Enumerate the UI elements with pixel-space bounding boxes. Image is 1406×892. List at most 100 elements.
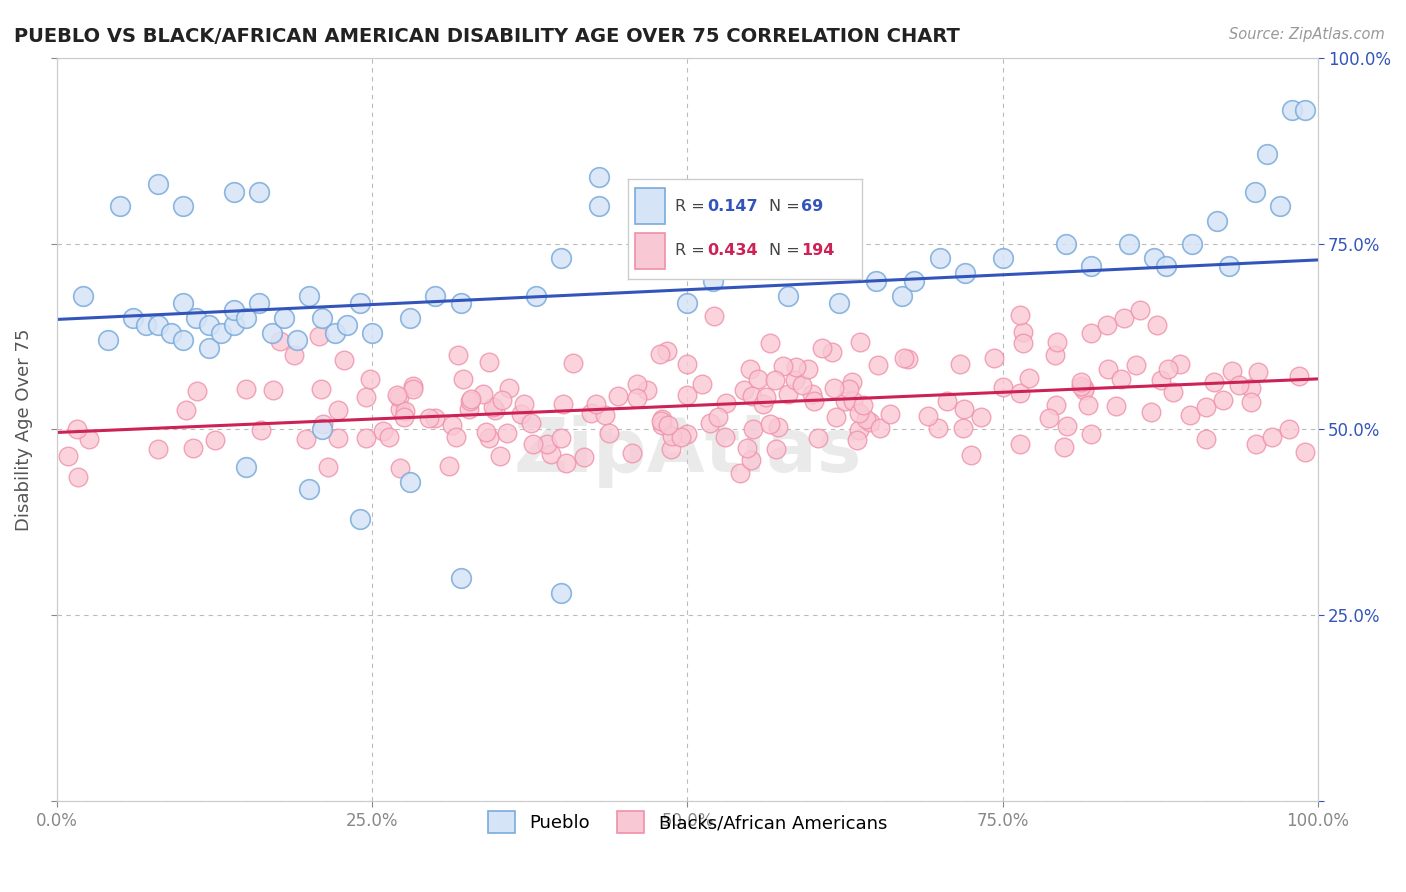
- Point: [1256, 147, 1278, 161]
- Point: [953, 266, 976, 280]
- Point: [702, 274, 724, 288]
- Point: [821, 345, 844, 359]
- Point: [759, 336, 782, 351]
- Point: [399, 310, 422, 325]
- Point: [1156, 259, 1178, 273]
- Bar: [636, 233, 665, 268]
- Point: [1277, 422, 1299, 436]
- Point: [235, 310, 257, 325]
- Point: [983, 351, 1005, 366]
- Point: [172, 199, 194, 213]
- Point: [655, 343, 678, 358]
- Point: [222, 303, 245, 318]
- Point: [648, 347, 671, 361]
- Point: [765, 442, 787, 456]
- Point: [356, 431, 378, 445]
- Point: [513, 396, 536, 410]
- Point: [763, 373, 786, 387]
- Point: [1125, 359, 1147, 373]
- Point: [389, 460, 412, 475]
- Point: [451, 372, 474, 386]
- Point: [838, 382, 860, 396]
- Point: [273, 310, 295, 325]
- Point: [56, 450, 79, 464]
- Point: [336, 318, 359, 333]
- Point: [588, 199, 610, 213]
- Point: [247, 296, 270, 310]
- Point: [783, 373, 806, 387]
- Point: [135, 318, 157, 333]
- Point: [148, 442, 170, 456]
- Point: [146, 318, 169, 333]
- Point: [555, 456, 578, 470]
- Point: [952, 402, 974, 417]
- Point: [110, 199, 132, 213]
- Point: [159, 326, 181, 340]
- Point: [72, 288, 94, 302]
- Point: [425, 288, 447, 302]
- Text: N =: N =: [769, 244, 804, 259]
- Point: [323, 326, 346, 340]
- Point: [755, 390, 778, 404]
- Point: [222, 318, 245, 333]
- Point: [328, 431, 350, 445]
- Point: [842, 394, 865, 409]
- Point: [489, 450, 512, 464]
- Point: [859, 415, 882, 429]
- Point: [758, 417, 780, 431]
- Point: [1080, 426, 1102, 441]
- Point: [1056, 418, 1078, 433]
- Point: [1011, 335, 1033, 350]
- Point: [444, 430, 467, 444]
- Point: [1097, 362, 1119, 376]
- Point: [1073, 381, 1095, 395]
- Point: [952, 420, 974, 434]
- Point: [394, 403, 416, 417]
- Point: [811, 341, 834, 355]
- Point: [1157, 362, 1180, 376]
- Point: [1218, 259, 1240, 273]
- Point: [855, 411, 877, 425]
- Point: [1095, 318, 1118, 333]
- Point: [399, 475, 422, 489]
- Point: [262, 384, 284, 398]
- Point: [785, 359, 807, 374]
- Point: [651, 417, 673, 432]
- Point: [572, 450, 595, 465]
- Point: [450, 296, 472, 310]
- Text: R =: R =: [675, 199, 710, 213]
- Text: R =: R =: [675, 244, 710, 259]
- Point: [312, 417, 335, 432]
- Point: [1038, 411, 1060, 425]
- Point: [893, 351, 915, 365]
- Point: [740, 362, 762, 376]
- Point: [197, 318, 219, 333]
- Point: [733, 383, 755, 397]
- Point: [1118, 236, 1140, 251]
- Point: [747, 372, 769, 386]
- Point: [402, 379, 425, 393]
- Point: [562, 356, 585, 370]
- Point: [1053, 440, 1076, 454]
- Point: [801, 387, 824, 401]
- Point: [298, 482, 321, 496]
- Text: 69: 69: [801, 199, 824, 213]
- Text: N =: N =: [769, 199, 804, 213]
- Point: [1212, 392, 1234, 407]
- Point: [714, 396, 737, 410]
- Point: [209, 326, 232, 340]
- Point: [1054, 236, 1077, 251]
- Point: [740, 453, 762, 467]
- Point: [550, 431, 572, 445]
- Point: [66, 422, 89, 436]
- Point: [607, 389, 630, 403]
- Point: [458, 393, 481, 408]
- Point: [1080, 326, 1102, 340]
- Point: [703, 310, 725, 324]
- Point: [741, 421, 763, 435]
- Point: [122, 310, 145, 325]
- Point: [269, 334, 291, 348]
- Point: [551, 397, 574, 411]
- Point: [1011, 325, 1033, 339]
- Point: [993, 380, 1015, 394]
